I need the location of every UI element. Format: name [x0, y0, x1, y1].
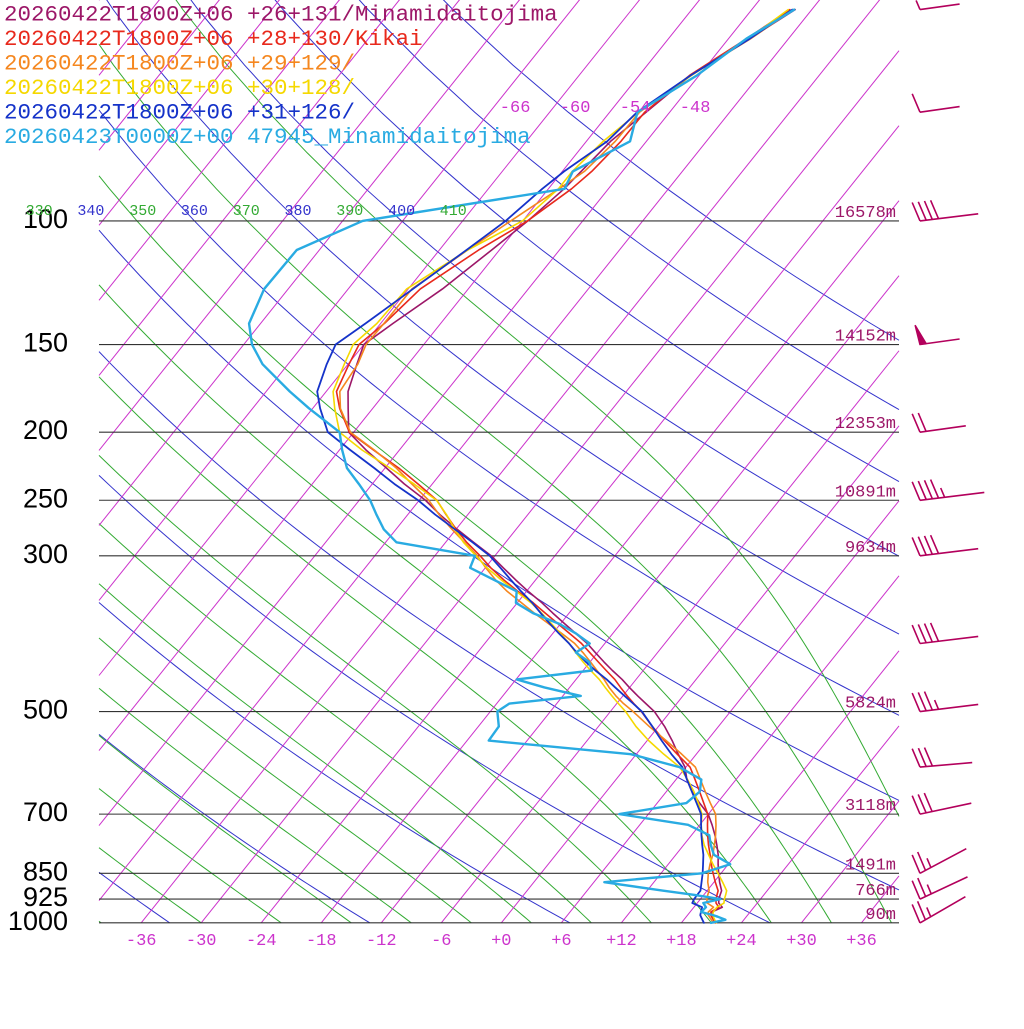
svg-text:90m: 90m — [865, 906, 896, 925]
svg-text:410: 410 — [440, 203, 467, 220]
svg-text:3118m: 3118m — [845, 797, 896, 816]
svg-text:-60: -60 — [560, 99, 591, 118]
svg-text:350: 350 — [129, 203, 156, 220]
svg-text:300: 300 — [23, 539, 68, 569]
svg-text:20260422T1800Z+06 +28+130/Kik: 20260422T1800Z+06 +28+130/Kikai — [4, 26, 423, 52]
svg-text:200: 200 — [23, 415, 68, 445]
svg-text:500: 500 — [23, 695, 68, 725]
svg-text:20260422T1800Z+06 +31+126/: 20260422T1800Z+06 +31+126/ — [4, 100, 355, 126]
svg-text:20260422T1800Z+06 +26+131/Min: 20260422T1800Z+06 +26+131/Minamidaitojim… — [4, 2, 558, 28]
svg-text:150: 150 — [23, 328, 68, 358]
svg-text:+36: +36 — [846, 932, 877, 951]
svg-text:14152m: 14152m — [835, 328, 896, 347]
svg-text:10891m: 10891m — [835, 483, 896, 502]
svg-text:1000: 1000 — [8, 906, 68, 936]
svg-text:-66: -66 — [500, 99, 531, 118]
svg-text:-24: -24 — [246, 932, 277, 951]
svg-text:-36: -36 — [126, 932, 157, 951]
svg-text:16578m: 16578m — [835, 204, 896, 223]
svg-text:+6: +6 — [551, 932, 571, 951]
svg-text:1491m: 1491m — [845, 856, 896, 875]
svg-text:-12: -12 — [366, 932, 397, 951]
svg-text:700: 700 — [23, 797, 68, 827]
svg-text:-48: -48 — [680, 99, 711, 118]
svg-text:390: 390 — [336, 203, 363, 220]
svg-text:20260422T1800Z+06 +30+128/: 20260422T1800Z+06 +30+128/ — [4, 75, 355, 101]
svg-text:370: 370 — [233, 203, 260, 220]
svg-text:20260422T1800Z+06 +29+129/: 20260422T1800Z+06 +29+129/ — [4, 51, 355, 77]
svg-text:+30: +30 — [786, 932, 817, 951]
svg-text:+18: +18 — [666, 932, 697, 951]
svg-text:-6: -6 — [431, 932, 451, 951]
svg-text:20260423T0000Z+00 47945_Minam: 20260423T0000Z+00 47945_Minamidaitojima — [4, 124, 531, 150]
svg-text:320: 320 — [0, 203, 1, 220]
svg-text:9634m: 9634m — [845, 539, 896, 558]
svg-text:5824m: 5824m — [845, 695, 896, 714]
svg-text:+0: +0 — [491, 932, 511, 951]
svg-text:330: 330 — [26, 203, 53, 220]
svg-text:766m: 766m — [855, 882, 896, 901]
svg-text:+12: +12 — [606, 932, 637, 951]
svg-text:-54: -54 — [620, 99, 651, 118]
svg-text:-30: -30 — [186, 932, 217, 951]
svg-text:340: 340 — [77, 203, 104, 220]
svg-text:-18: -18 — [306, 932, 337, 951]
svg-text:380: 380 — [284, 203, 311, 220]
svg-text:+24: +24 — [726, 932, 757, 951]
svg-text:12353m: 12353m — [835, 415, 896, 434]
svg-text:360: 360 — [181, 203, 208, 220]
svg-text:250: 250 — [23, 483, 68, 513]
svg-text:400: 400 — [388, 203, 415, 220]
